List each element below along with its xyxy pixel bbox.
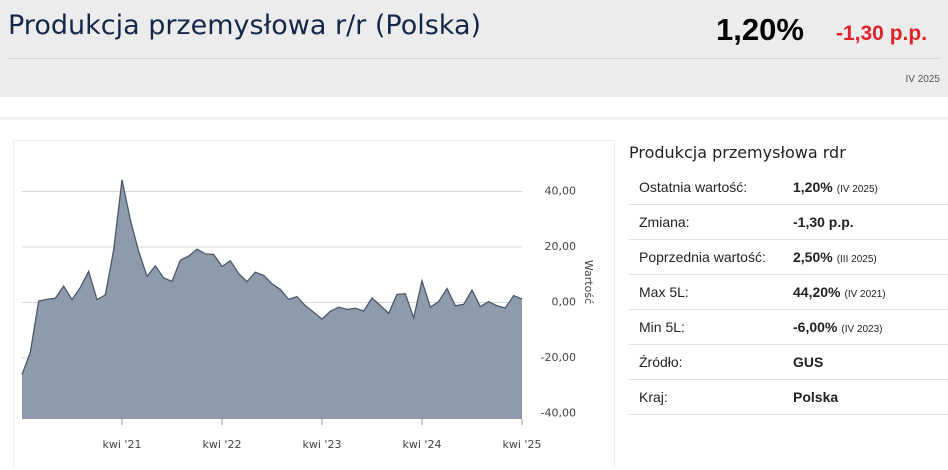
row-label: Min 5L:: [639, 319, 685, 335]
y-tick-label: -20,00: [541, 351, 576, 364]
row-label: Ostatnia wartość:: [639, 179, 748, 195]
panel: [0, 117, 948, 470]
line: [21, 179, 523, 375]
period: IV 2025: [905, 74, 940, 85]
divider: [8, 58, 940, 59]
table-row: Ostatnia wartość: 1,20% (IV 2025): [629, 170, 948, 205]
table-row: Zmiana: -1,30 p.p.: [629, 205, 948, 240]
x-tick-label: kwi '25: [503, 438, 542, 451]
header: Produkcja przemysłowa r/r (Polska) 1,20%…: [0, 0, 948, 97]
x-tick-label: kwi '24: [403, 438, 442, 451]
row-value-cell: 2,50% (III 2025): [793, 249, 877, 265]
area: [22, 179, 522, 419]
row-value: GUS: [793, 354, 824, 370]
x-tick-label: kwi '22: [203, 438, 242, 451]
row-value-cell: -6,00% (IV 2023): [793, 319, 883, 335]
row-value: -6,00%: [793, 319, 838, 335]
chart-box: [13, 140, 615, 468]
y-tick-label: 20,00: [545, 240, 577, 253]
row-value: 44,20%: [793, 284, 841, 300]
latest-value: 1,20%: [716, 12, 804, 47]
row-value: Polska: [793, 389, 839, 405]
y-tick-label: -40,00: [541, 406, 576, 419]
x-tick-label: kwi '23: [303, 438, 342, 451]
row-period: (III 2025): [836, 254, 877, 265]
table-row: Max 5L: 44,20% (IV 2021): [629, 275, 948, 310]
row-label: Poprzednia wartość:: [639, 249, 766, 265]
table-title: Produkcja przemysłowa rdr: [629, 143, 846, 162]
y-tick-label: 40,00: [545, 184, 577, 197]
row-label: Max 5L:: [639, 284, 689, 300]
stats-table: Ostatnia wartość: 1,20% (IV 2025) Zmiana: -1…: [629, 170, 948, 415]
row-period: (IV 2023): [841, 324, 883, 335]
table-row: Kraj: Polska: [629, 380, 948, 415]
table-row: Min 5L: -6,00% (IV 2023): [629, 310, 948, 345]
row-label: Źródło:: [639, 354, 683, 370]
row-period: (IV 2025): [836, 184, 878, 195]
y-tick-label: 0,00: [552, 295, 577, 308]
change: -1,30 p.p.: [836, 22, 928, 45]
x-tick-label: kwi '21: [103, 438, 142, 451]
row-label: Kraj:: [639, 389, 668, 405]
row-value-cell: 44,20% (IV 2021): [793, 284, 886, 300]
row-value: 1,20%: [793, 179, 833, 195]
row-value-cell: 1,20% (IV 2025): [793, 179, 878, 195]
row-period: (IV 2021): [844, 289, 886, 300]
row-value: 2,50%: [793, 249, 833, 265]
title: Produkcja przemysłowa r/r (Polska): [8, 10, 482, 41]
row-label: Zmiana:: [639, 214, 690, 230]
table-row: Poprzednia wartość: 2,50% (III 2025): [629, 240, 948, 275]
table-row: Źródło: GUS: [629, 345, 948, 380]
y-axis-label: Wartość: [582, 260, 595, 304]
row-value: -1,30 p.p.: [793, 214, 854, 230]
